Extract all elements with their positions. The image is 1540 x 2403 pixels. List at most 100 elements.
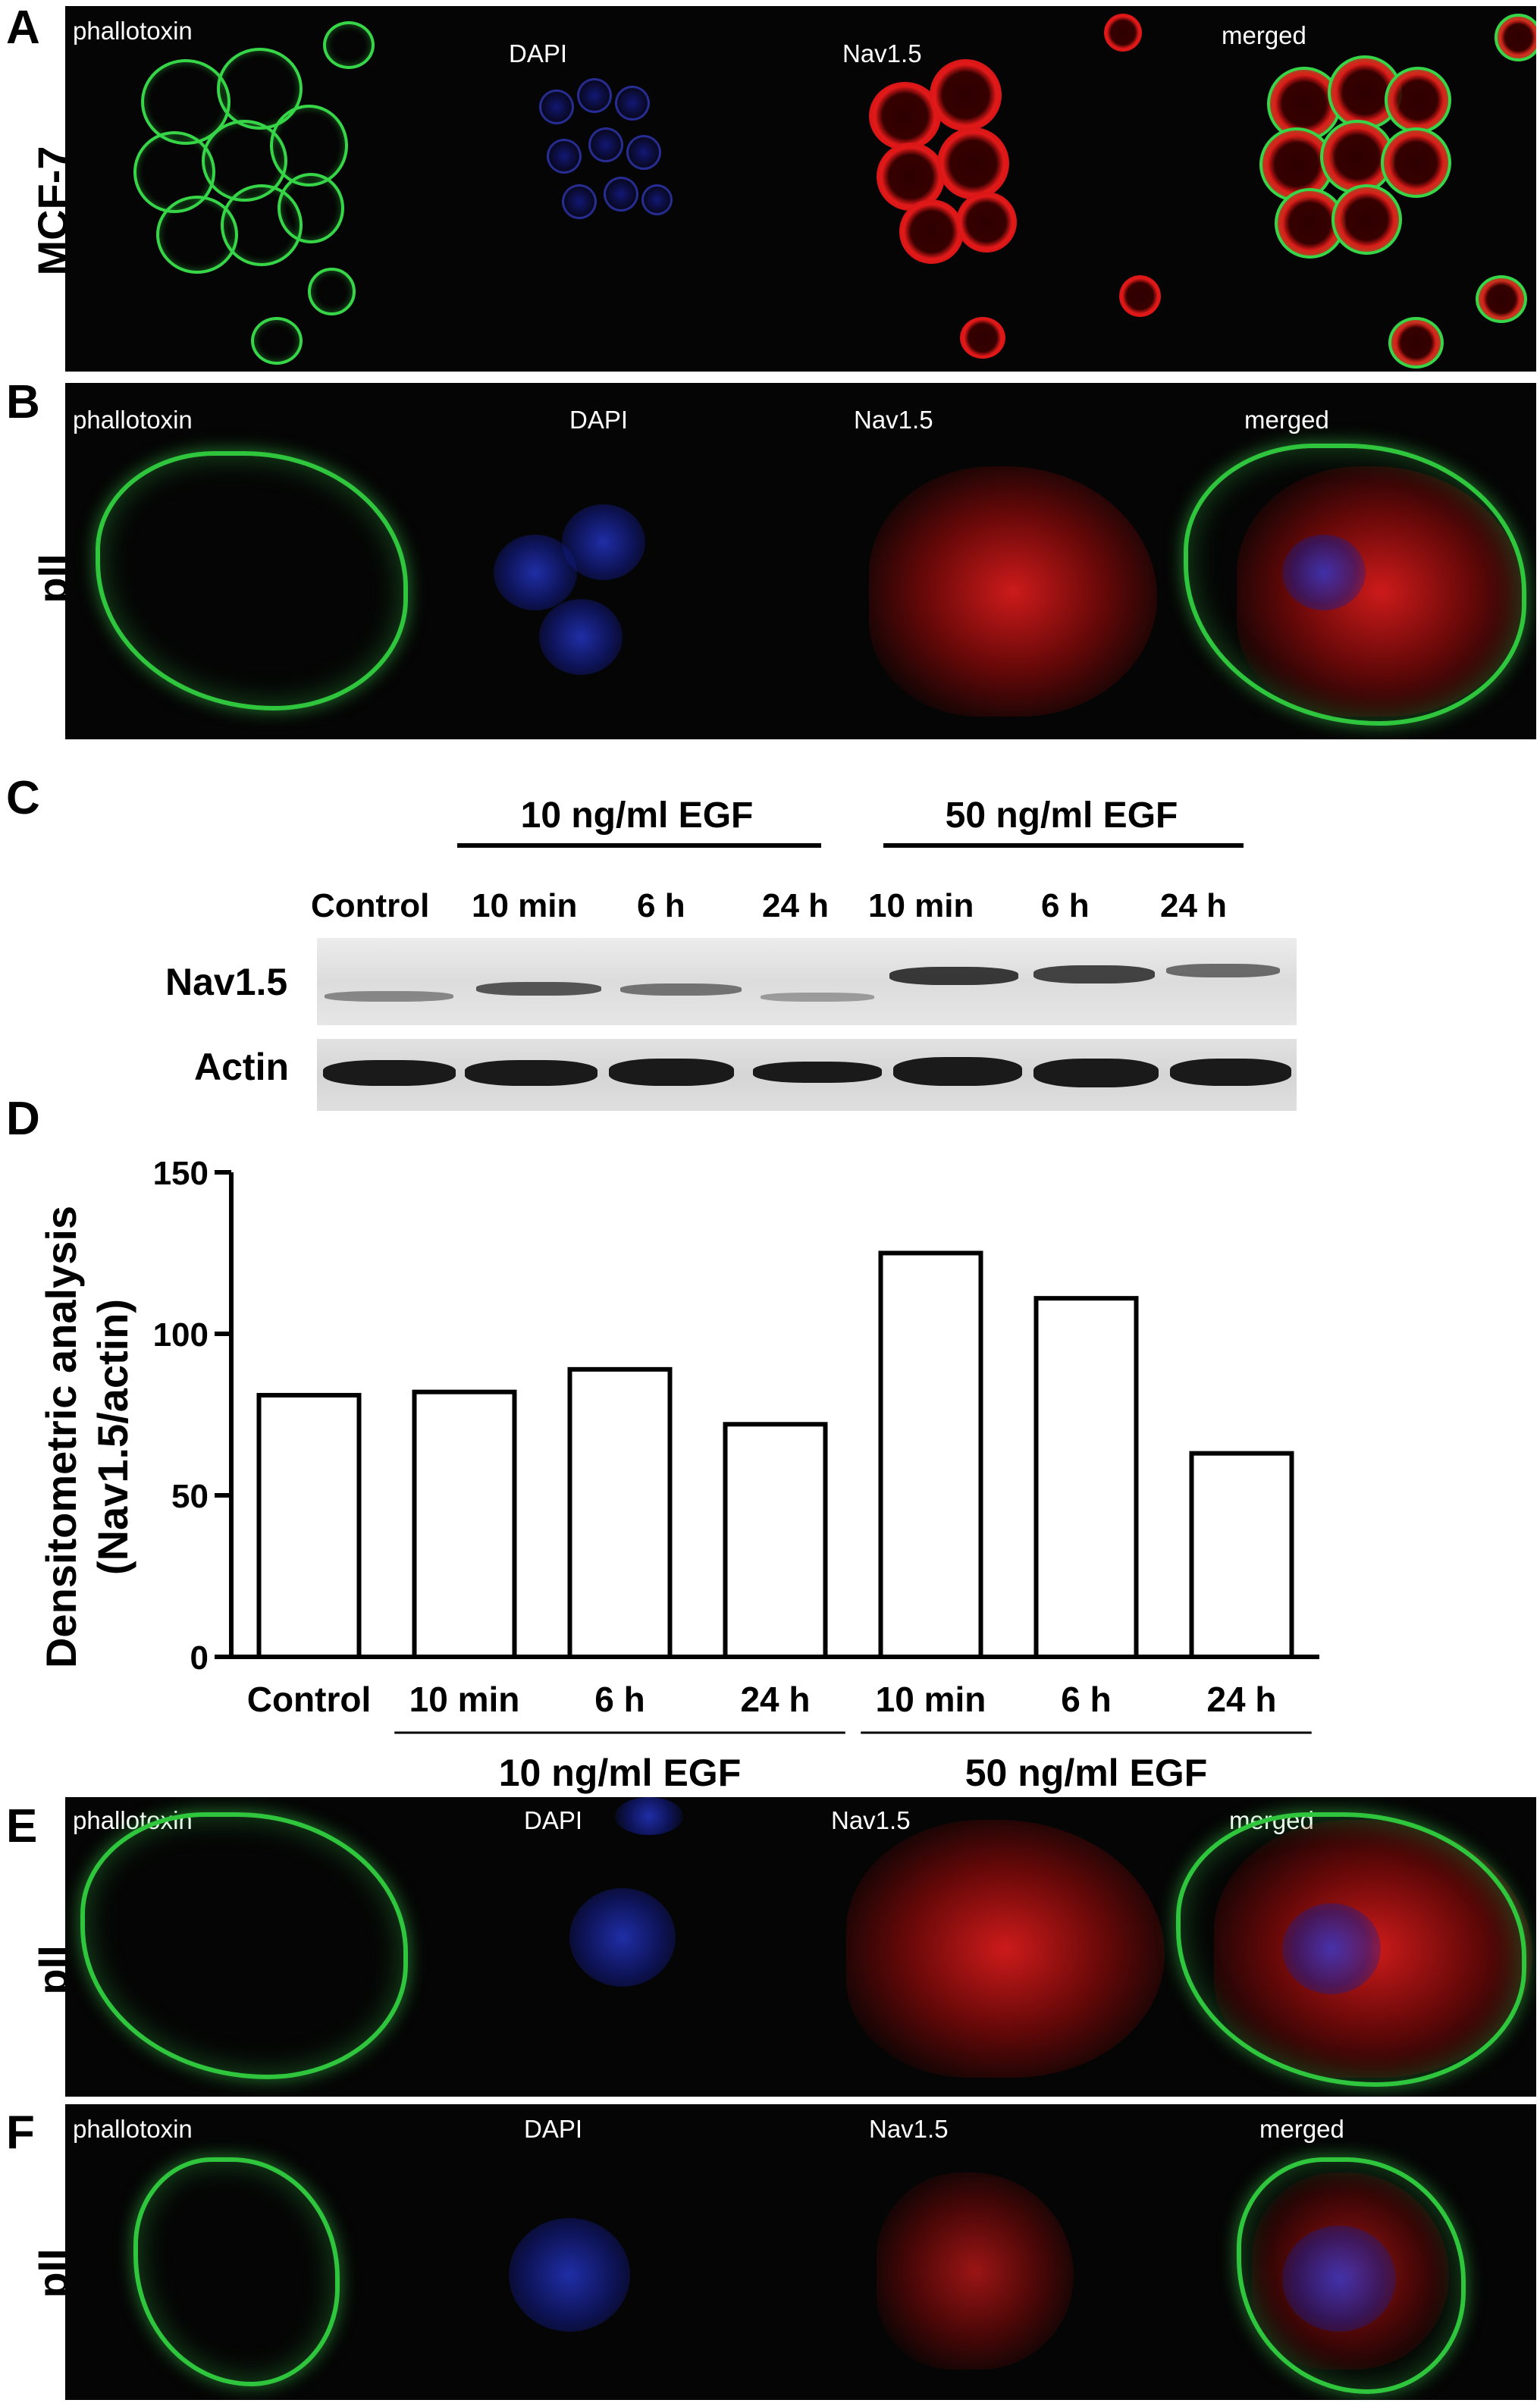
channel-label: DAPI bbox=[524, 1806, 583, 1834]
bar bbox=[723, 1422, 828, 1659]
cell bbox=[96, 451, 408, 711]
group-label-10: 10 ng/ml EGF bbox=[499, 1752, 742, 1794]
x-tick-label: 10 min bbox=[409, 1680, 520, 1719]
cell bbox=[1331, 184, 1402, 255]
x-tick-label: Control bbox=[247, 1680, 372, 1719]
tile-nav15: Nav1.5 bbox=[801, 1797, 1168, 2097]
cell bbox=[846, 1820, 1165, 2078]
y-tick-label: 0 bbox=[190, 1639, 209, 1677]
blot-band bbox=[893, 1057, 1022, 1086]
x-tick-label: 24 h bbox=[740, 1680, 810, 1719]
tile-nav15: Nav1.5 bbox=[801, 383, 1168, 739]
nucleus bbox=[1282, 535, 1366, 610]
bar bbox=[1189, 1451, 1294, 1659]
nucleus bbox=[588, 127, 623, 162]
cell bbox=[956, 192, 1017, 253]
blot-band bbox=[465, 1060, 597, 1086]
blot-band bbox=[1170, 1059, 1291, 1086]
cell bbox=[1476, 275, 1527, 323]
tile-dapi: DAPI bbox=[433, 1797, 801, 2097]
tile-merged: merged bbox=[1168, 6, 1536, 372]
panel-letter-b: B bbox=[6, 376, 40, 428]
nucleus bbox=[615, 1797, 683, 1835]
group-label-50: 50 ng/ml EGF bbox=[945, 795, 1178, 836]
channel-label: phallotoxin bbox=[73, 2115, 193, 2143]
channel-label: Nav1.5 bbox=[831, 1806, 911, 1834]
panel-letter-a: A bbox=[6, 2, 40, 54]
cell bbox=[930, 59, 1002, 131]
blot-band bbox=[609, 1059, 734, 1086]
blot-band bbox=[620, 983, 742, 996]
channel-label: Nav1.5 bbox=[869, 2115, 949, 2143]
nucleus bbox=[562, 184, 597, 219]
nucleus bbox=[1282, 1903, 1381, 1994]
cell bbox=[323, 21, 375, 69]
cell bbox=[251, 317, 303, 365]
lane-label: 10 min bbox=[868, 887, 974, 924]
channel-label: merged bbox=[1244, 406, 1329, 434]
blot-band bbox=[476, 982, 601, 996]
panel-letter-c: C bbox=[6, 772, 40, 824]
panel-letter-f: F bbox=[6, 2107, 35, 2159]
micrograph-row-a: phallotoxin DAPI Nav1.5 m bbox=[65, 6, 1536, 372]
cell bbox=[937, 127, 1009, 199]
blot-band bbox=[323, 1060, 456, 1086]
channel-label: Nav1.5 bbox=[854, 406, 933, 434]
tile-dapi: DAPI bbox=[433, 2104, 801, 2400]
y-axis-label: Densitometric analysis (Nav1.5/actin) bbox=[37, 1206, 136, 1668]
tile-merged: merged bbox=[1168, 2104, 1536, 2400]
cell bbox=[869, 82, 941, 150]
nucleus bbox=[1282, 2226, 1396, 2332]
blot-band bbox=[1033, 965, 1155, 983]
channel-label: DAPI bbox=[569, 406, 629, 434]
cell bbox=[960, 317, 1005, 359]
channel-label: phallotoxin bbox=[73, 406, 193, 434]
nucleus bbox=[569, 1888, 676, 1987]
x-tick-label: 10 min bbox=[876, 1680, 986, 1719]
y-axis-label-line2: (Nav1.5/actin) bbox=[89, 1299, 136, 1575]
blot-band bbox=[325, 991, 453, 1002]
blot-band bbox=[1166, 964, 1280, 977]
blot-strip-nav15 bbox=[317, 938, 1297, 1025]
lane-label: 10 min bbox=[472, 887, 578, 924]
channel-label: DAPI bbox=[524, 2115, 583, 2143]
cell bbox=[899, 199, 964, 264]
tile-merged: merged bbox=[1168, 383, 1536, 739]
lane-label: 24 h bbox=[1160, 887, 1228, 924]
tile-phallotoxin: phallotoxin bbox=[65, 1797, 433, 2097]
lane-label: 6 h bbox=[1041, 887, 1090, 924]
tile-phallotoxin: phallotoxin bbox=[65, 6, 433, 372]
y-tick-label: 50 bbox=[171, 1478, 209, 1515]
nucleus bbox=[626, 135, 661, 170]
panel-letter-d: D bbox=[6, 1093, 40, 1145]
panel-letter-e: E bbox=[6, 1800, 38, 1852]
nucleus bbox=[539, 89, 574, 124]
tile-phallotoxin: phallotoxin bbox=[65, 383, 433, 739]
cell bbox=[1495, 14, 1536, 61]
y-tick-label: 150 bbox=[153, 1155, 209, 1192]
lane-label: 6 h bbox=[637, 887, 685, 924]
bar bbox=[1033, 1296, 1139, 1659]
micrograph-row-f: phallotoxin DAPI Nav1.5 merged bbox=[65, 2104, 1536, 2400]
densitometry-bar-chart: Densitometric analysis (Nav1.5/actin) 0 5… bbox=[37, 1155, 1319, 1794]
nucleus bbox=[562, 504, 645, 580]
blot-row-label-actin: Actin bbox=[194, 1046, 289, 1088]
cell bbox=[278, 173, 344, 243]
x-tick-label: 6 h bbox=[1061, 1680, 1111, 1719]
tile-phallotoxin: phallotoxin bbox=[65, 2104, 433, 2400]
lane-label: 24 h bbox=[762, 887, 830, 924]
nucleus bbox=[641, 184, 673, 215]
cell bbox=[1237, 2157, 1466, 2394]
cell bbox=[869, 466, 1157, 717]
group-label-50: 50 ng/ml EGF bbox=[965, 1752, 1208, 1794]
cell bbox=[1176, 1812, 1526, 2087]
cell bbox=[1381, 127, 1451, 198]
cell bbox=[133, 2157, 340, 2386]
channel-label: phallotoxin bbox=[73, 17, 193, 45]
cell bbox=[308, 268, 356, 315]
nucleus bbox=[577, 78, 612, 113]
cell bbox=[1104, 14, 1142, 52]
cell bbox=[1119, 275, 1161, 317]
bar bbox=[412, 1389, 517, 1659]
blot-strip-actin bbox=[317, 1039, 1297, 1111]
